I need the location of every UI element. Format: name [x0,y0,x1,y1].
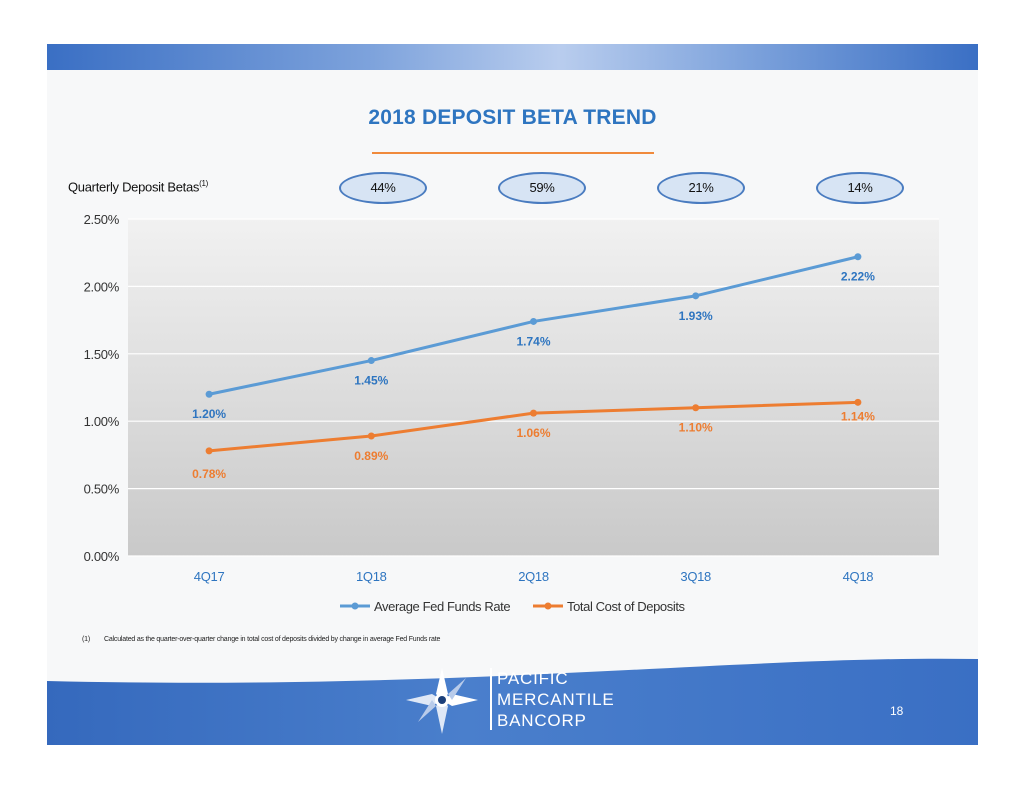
top-banner [47,44,978,70]
legend-label-fed-funds: Average Fed Funds Rate [374,599,510,614]
deposits-data-label: 1.10% [679,421,713,435]
legend-marker-fed-funds [351,602,359,610]
beta-bubble-2: 59% [498,172,586,204]
y-tick-label: 2.50% [84,212,120,227]
y-tick-label: 0.00% [84,549,120,564]
footnote: (1) Calculated as the quarter-over-quarte… [82,636,440,643]
page-number: 18 [890,704,904,718]
logo-line-1: PACIFIC [497,669,569,688]
line-chart: 0.00% 0.50% 1.00% 1.50% 2.00% 2.50% 4Q17 1Q18 2Q… [84,212,939,614]
x-tick-label: 4Q17 [194,569,225,584]
fed-funds-point [692,292,700,300]
beta-bubble-1: 44% [339,172,427,204]
logo-line-2: MERCANTILE [497,690,615,709]
x-tick-label: 1Q18 [356,569,387,584]
deposits-data-label: 1.06% [516,426,550,440]
y-tick-label: 1.00% [84,414,120,429]
fed-funds-data-label: 1.74% [516,334,550,348]
beta-bubble-4: 14% [816,172,904,204]
fed-funds-point [205,390,213,398]
plot-area [128,219,939,556]
deposits-data-label: 1.14% [841,409,875,423]
deposits-point [692,404,700,412]
beta-bubble-3: 21% [657,172,745,204]
deposits-point [205,447,213,455]
title-underline [372,152,654,154]
footnote-text: Calculated as the quarter-over-quarter c… [104,636,441,643]
fed-funds-data-label: 1.93% [679,309,713,323]
slide: 2018 DEPOSIT BETA TREND Quarterly Deposi… [47,44,978,745]
footnote-number: (1) [82,636,90,643]
y-tick-label: 2.00% [84,279,120,294]
bottom-banner-swoosh [47,651,978,683]
beta-label-footnote-ref: (1) [199,179,208,188]
deposits-point [367,432,375,440]
slide-title: 2018 DEPOSIT BETA TREND [368,106,657,129]
y-tick-label: 1.50% [84,347,120,362]
fed-funds-data-label: 1.20% [192,407,226,421]
deposits-point [854,398,862,406]
x-tick-label: 2Q18 [518,569,549,584]
logo-line-3: BANCORP [497,711,587,730]
logo-wordmark: PACIFIC MERCANTILE BANCORP [497,668,615,731]
beta-label-text: Quarterly Deposit Betas [68,179,200,195]
x-tick-label: 3Q18 [680,569,711,584]
fed-funds-point [530,317,537,325]
fed-funds-data-label: 1.45% [354,374,388,388]
legend-label-deposits: Total Cost of Deposits [567,599,686,614]
x-tick-label: 4Q18 [843,569,874,584]
legend-marker-deposits [544,602,552,610]
fed-funds-point [854,253,862,261]
beta-label: Quarterly Deposit Betas(1) [68,179,208,194]
deposits-data-label: 0.89% [354,449,388,463]
fed-funds-data-label: 2.22% [841,270,875,284]
pacific-mercantile-logo-icon [406,668,478,734]
deposits-point [530,409,537,417]
fed-funds-point [367,357,375,365]
y-tick-label: 0.50% [84,482,120,497]
logo-divider [490,668,492,730]
deposits-data-label: 0.78% [192,467,226,481]
